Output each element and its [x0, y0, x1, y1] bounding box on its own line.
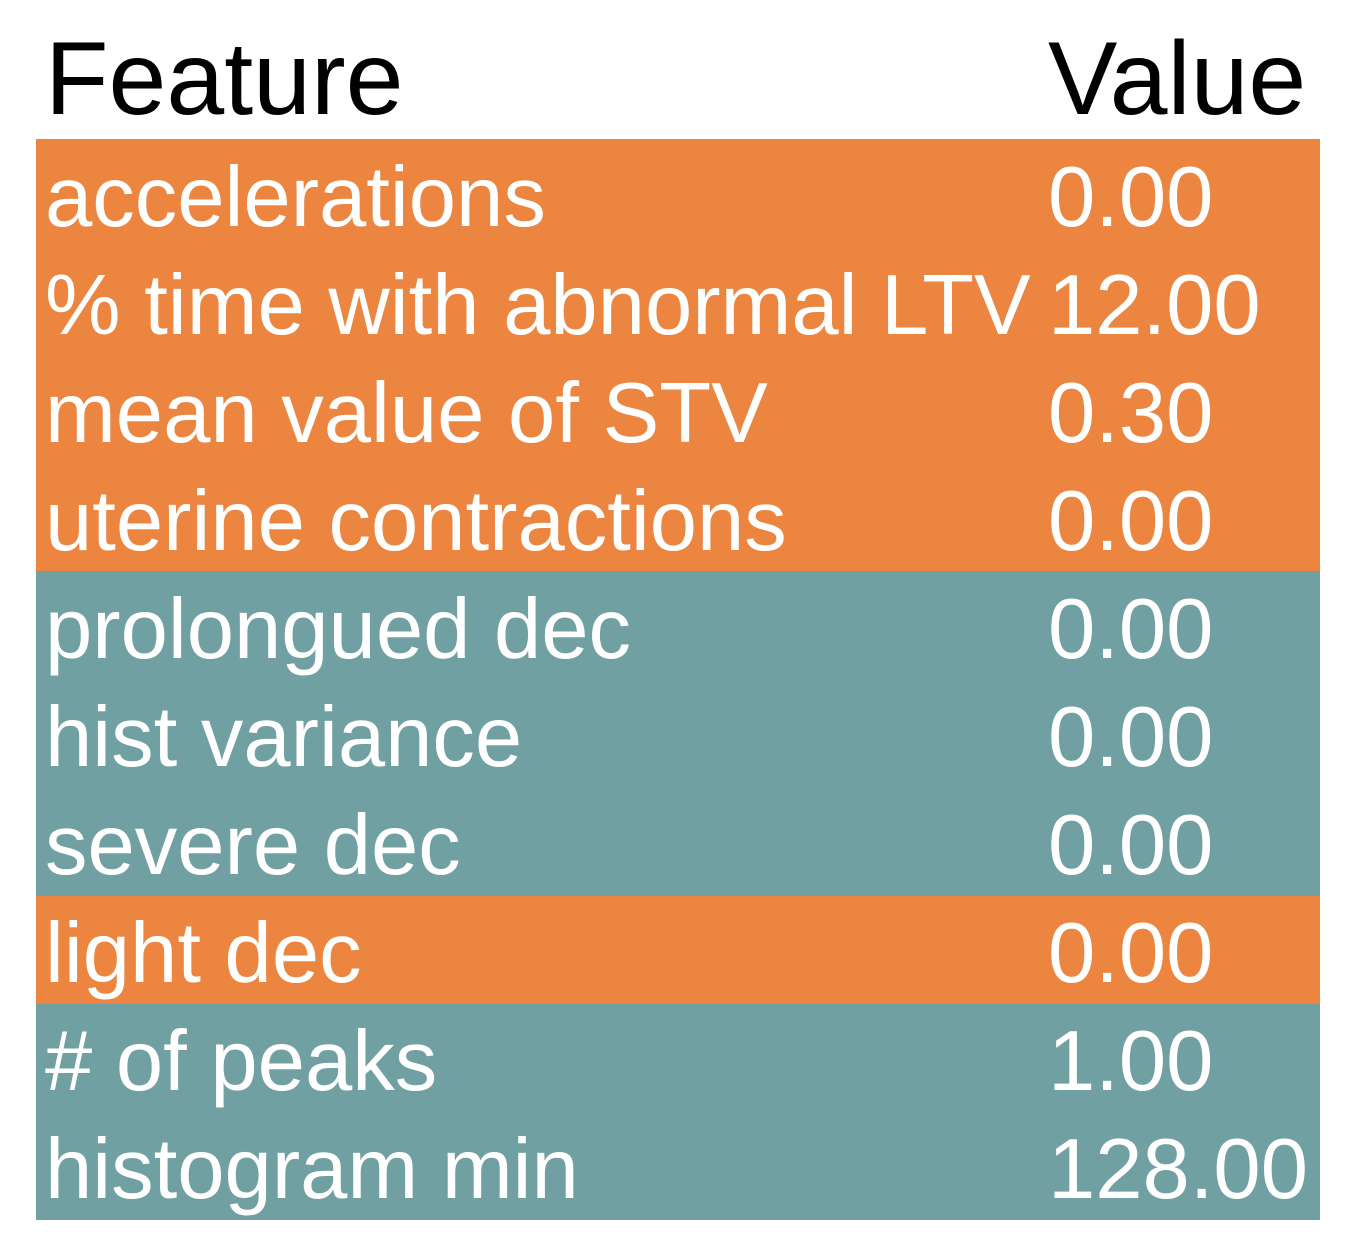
feature-label: % time with abnormal LTV — [45, 257, 1031, 353]
table-row: hist variance 0.00 — [36, 679, 1320, 788]
feature-label: # of peaks — [45, 1014, 438, 1110]
feature-value: 0.00 — [1048, 690, 1214, 786]
table-row: accelerations 0.00 — [36, 139, 1320, 248]
table-row: light dec 0.00 — [36, 895, 1320, 1004]
table-header: Feature Value — [0, 0, 1364, 139]
feature-label: severe dec — [45, 798, 461, 894]
table-row: histogram min 128.00 — [36, 1111, 1320, 1220]
feature-value: 128.00 — [1048, 1122, 1308, 1218]
feature-column-header: Feature — [45, 21, 404, 137]
table-row: prolongued dec 0.00 — [36, 571, 1320, 680]
feature-value: 0.00 — [1048, 906, 1214, 1002]
feature-value: 1.00 — [1048, 1014, 1214, 1110]
feature-table-body: accelerations 0.00 % time with abnormal … — [36, 139, 1320, 1220]
feature-label: hist variance — [45, 690, 523, 786]
table-row: severe dec 0.00 — [36, 787, 1320, 896]
feature-label: uterine contractions — [45, 473, 787, 569]
table-row: mean value of STV 0.30 — [36, 355, 1320, 464]
table-row: uterine contractions 0.00 — [36, 463, 1320, 572]
value-column-header: Value — [1048, 21, 1307, 137]
feature-label: accelerations — [45, 149, 546, 245]
feature-label: mean value of STV — [45, 365, 768, 461]
table-row: # of peaks 1.00 — [36, 1003, 1320, 1112]
feature-value: 0.30 — [1048, 365, 1214, 461]
feature-label: histogram min — [45, 1122, 579, 1218]
feature-label: light dec — [45, 906, 362, 1002]
feature-label: prolongued dec — [45, 581, 632, 677]
feature-value: 12.00 — [1048, 257, 1261, 353]
feature-value: 0.00 — [1048, 798, 1214, 894]
feature-value: 0.00 — [1048, 581, 1214, 677]
feature-value: 0.00 — [1048, 473, 1214, 569]
feature-value: 0.00 — [1048, 149, 1214, 245]
table-row: % time with abnormal LTV 12.00 — [36, 247, 1320, 356]
